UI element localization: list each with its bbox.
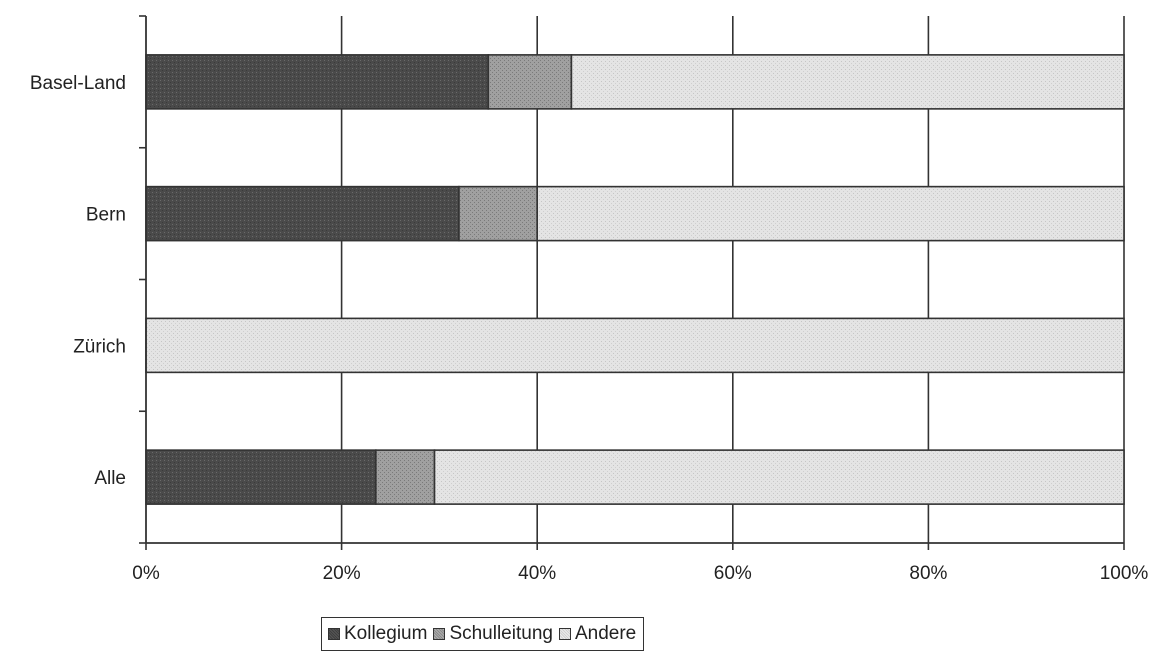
axes — [139, 15, 1125, 550]
legend-item-andere: Andere — [558, 623, 637, 645]
bar-basel-land-andere — [570, 54, 1125, 110]
legend-item-kollegium: Kollegium — [328, 623, 427, 645]
x-tick-label-5: 100% — [1100, 563, 1149, 584]
y-category-label-alle: Alle — [94, 468, 126, 489]
bar-bern-andere — [536, 185, 1125, 242]
legend-label-kollegium: Kollegium — [344, 623, 428, 644]
x-tick-label-3: 60% — [714, 563, 752, 584]
legend-swatch-kollegium — [328, 628, 340, 640]
legend-item-schulleitung: Schulleitung — [433, 623, 553, 645]
bar-bern-schulleitung — [458, 185, 538, 242]
bar-alle-kollegium — [145, 449, 377, 505]
bar-basel-land-schulleitung — [487, 54, 573, 110]
legend-swatch-andere — [558, 628, 571, 640]
legend-swatch-schulleitung — [433, 628, 446, 640]
bars — [145, 54, 1125, 505]
bar-zurich-andere — [145, 317, 1125, 374]
legend-label-schulleitung: Schulleitung — [449, 623, 553, 644]
y-category-label-bern: Bern — [86, 205, 126, 226]
x-tick-label-4: 80% — [909, 563, 947, 584]
x-tick-label-1: 20% — [323, 563, 361, 584]
axis-labels: 0% 20% 40% 60% 80% 100% Basel-Land Bern Zürich Al… — [30, 73, 1149, 584]
bar-alle-andere — [433, 449, 1125, 505]
bar-bern-kollegium — [145, 185, 460, 242]
bar-alle-schulleitung — [375, 449, 436, 505]
x-tick-label-0: 0% — [132, 563, 160, 584]
bar-basel-land-kollegium — [145, 54, 490, 110]
legend: Kollegium Schulleitung Andere — [321, 617, 645, 651]
y-category-label-zurich: Zürich — [73, 336, 126, 357]
legend-label-andere: Andere — [574, 623, 637, 644]
y-category-label-basel-land: Basel-Land — [30, 73, 126, 94]
x-tick-label-2: 40% — [518, 563, 556, 584]
